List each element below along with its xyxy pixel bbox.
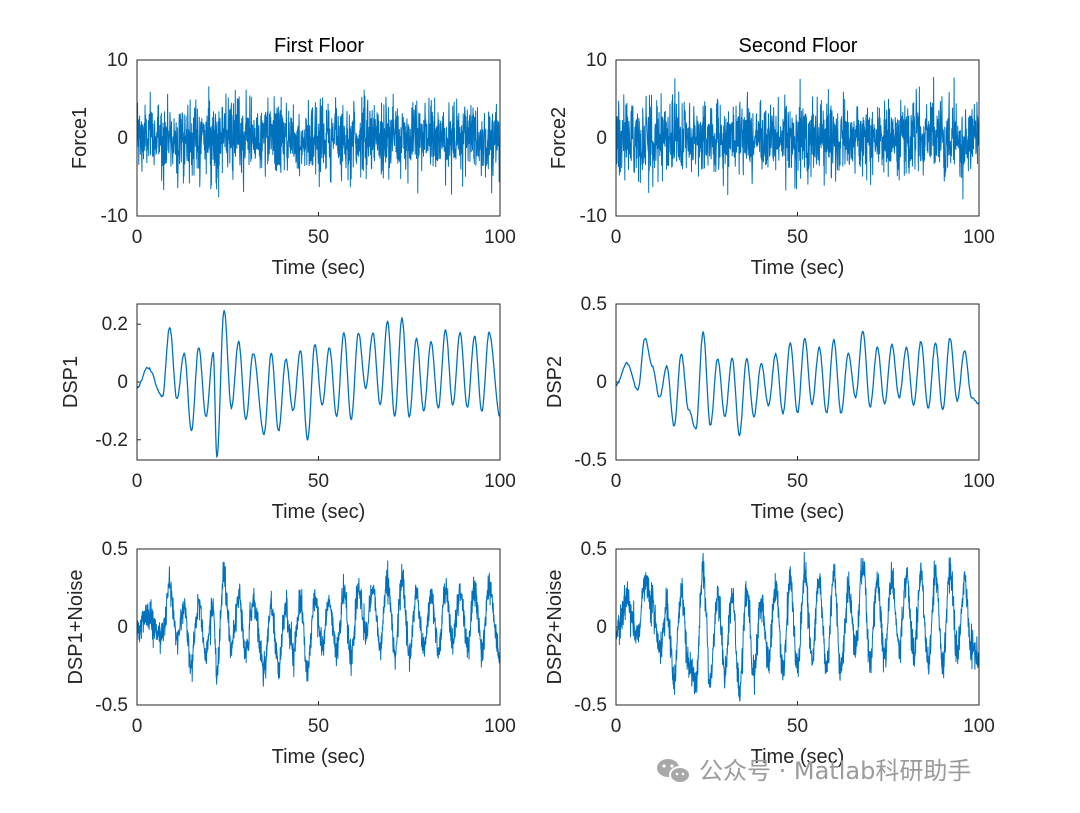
y-tick-label: 0 [117,128,128,149]
x-tick-label: 50 [308,227,329,248]
axes-box [615,303,980,461]
y-axis-label: DSP2+Noise [544,569,566,684]
x-axis-label: Time (sec) [272,257,366,279]
x-axis-label: Time (sec) [751,501,845,523]
y-tick-label: 0.5 [581,539,607,560]
x-axis-label: Time (sec) [272,746,366,768]
x-tick-label: 0 [611,471,622,492]
y-tick-label: -0.2 [95,430,128,451]
x-tick-label: 50 [308,471,329,492]
y-axis-label: Force1 [69,107,91,169]
y-axis-label: DSP1+Noise [65,569,87,684]
y-tick-label: -0.5 [574,695,607,716]
y-tick-label: 10 [586,50,607,71]
plot-layer [136,548,501,706]
x-tick-label: 100 [484,227,516,248]
y-tick-label: 0 [596,372,607,393]
y-tick-label: -0.5 [574,450,607,471]
plot-layer [615,59,980,217]
series-line [136,309,501,458]
x-tick-label: 0 [132,716,143,737]
y-tick-label: 0.2 [102,314,128,335]
y-tick-label: 0.5 [581,294,607,315]
y-tick-label: 0.5 [102,539,128,560]
y-tick-label: 0 [596,617,607,638]
series-line [615,330,980,437]
y-axis-label: DSP2 [544,356,566,408]
axes-dsp2: 0.5 0 -0.5 0 50 100 Time (sec) DSP2 [544,294,995,523]
x-tick-label: 50 [787,716,808,737]
y-tick-label: 0 [117,372,128,393]
axes-box [136,59,501,217]
x-tick-label: 0 [611,227,622,248]
axes-dsp1-noise: 0.5 0 -0.5 0 50 100 Time (sec) DSP1+Nois… [65,539,516,768]
plot-layer [136,309,501,460]
x-tick-label: 100 [963,227,995,248]
plot-layer [615,548,980,706]
x-tick-label: 100 [484,716,516,737]
y-tick-label: 0 [117,617,128,638]
axes-force1: First Floor 10 0 -10 0 50 100 Time (sec)… [69,35,516,279]
y-tick-label: -10 [580,206,607,227]
x-tick-label: 0 [132,471,143,492]
x-tick-label: 100 [484,471,516,492]
y-axis-label: DSP1 [60,356,82,408]
x-axis-label: Time (sec) [751,746,845,768]
axes-box [615,59,980,217]
axes-dsp1: 0.2 0 -0.2 0 50 100 Time (sec) DSP1 [60,303,516,523]
axes-force2: Second Floor 10 0 -10 0 50 100 Time (sec… [548,35,995,279]
series-line [136,560,501,687]
x-tick-label: 100 [963,471,995,492]
series-line [615,551,980,702]
x-axis-label: Time (sec) [751,257,845,279]
chart-title: First Floor [274,35,364,57]
x-tick-label: 50 [787,471,808,492]
axes-box [136,303,501,461]
y-tick-label: 10 [107,50,128,71]
watermark-text: 公众号 · Matlab科研助手 [699,757,971,785]
y-axis-label: Force2 [548,107,570,169]
x-tick-label: 0 [132,227,143,248]
wechat-icon [657,759,691,784]
y-tick-label: -10 [101,206,128,227]
series-line [136,86,501,198]
y-tick-label: 0 [596,128,607,149]
x-tick-label: 0 [611,716,622,737]
axes-box [615,548,980,706]
axes-box [136,548,501,706]
series-line [615,76,980,200]
x-tick-label: 50 [308,716,329,737]
x-tick-label: 50 [787,227,808,248]
chart-title: Second Floor [739,35,858,57]
y-tick-label: -0.5 [95,695,128,716]
x-axis-label: Time (sec) [272,501,366,523]
plot-layer [615,303,980,461]
axes-dsp2-noise: 0.5 0 -0.5 0 50 100 Time (sec) DSP2+Nois… [544,539,995,768]
plot-layer [136,59,501,217]
x-tick-label: 100 [963,716,995,737]
watermark: 公众号 · Matlab科研助手 [657,757,971,785]
